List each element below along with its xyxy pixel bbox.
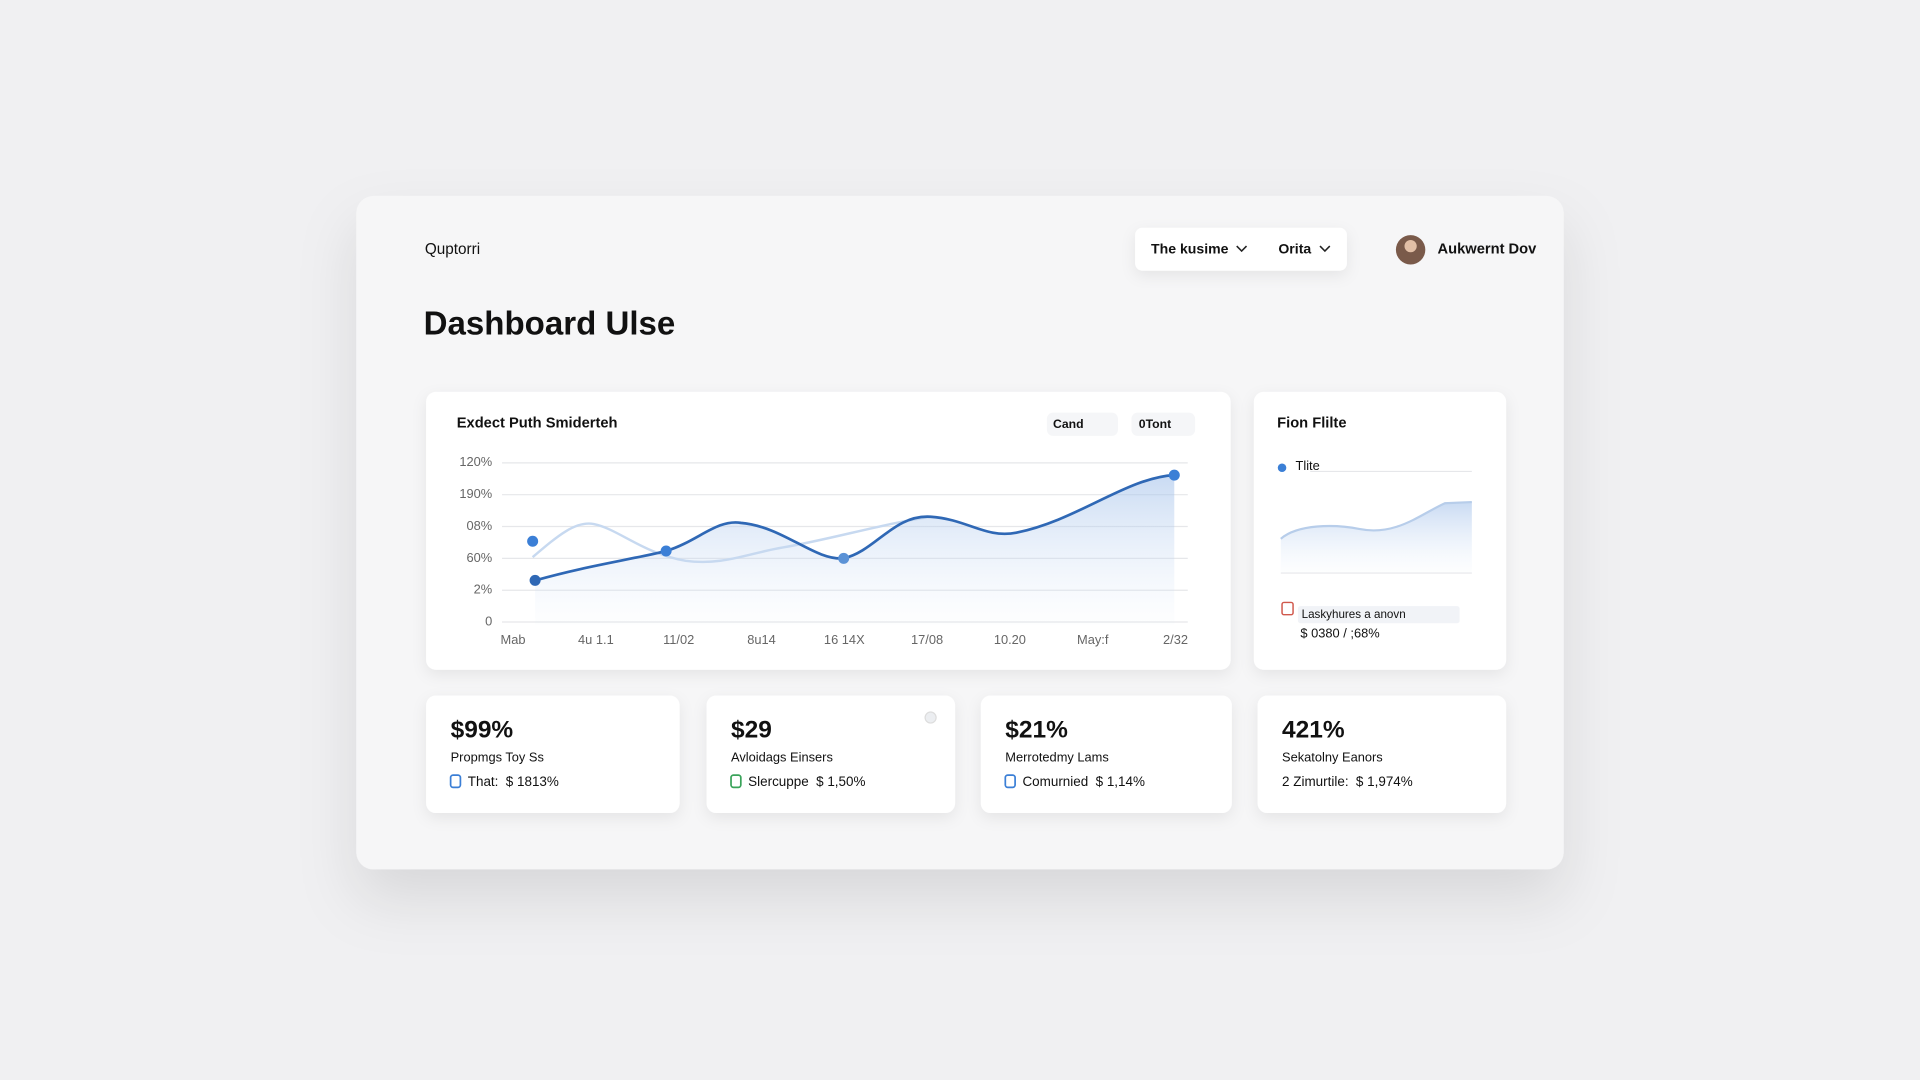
y-tick-label: 0 — [485, 613, 492, 628]
status-dot — [924, 711, 937, 724]
stat-card — [426, 695, 680, 814]
note: Laskyhures a anovn — [1302, 608, 1406, 621]
stat-sub-label: 2 Zimurtile: — [1282, 774, 1349, 789]
filter[interactable]: Orita — [1278, 241, 1311, 257]
stat-change: $ 1,14% — [1096, 774, 1145, 789]
x-tick-label: 8u14 — [747, 632, 776, 647]
stat-icon — [449, 774, 462, 789]
area — [535, 475, 1175, 625]
avatar-face — [1404, 240, 1417, 253]
stat-label: Propmgs Toy Ss — [451, 749, 544, 764]
x-tick-label: 16 14X — [824, 632, 865, 647]
x-tick-label: 2/32 — [1163, 632, 1188, 647]
side-title: Fion Flilte — [1277, 416, 1346, 432]
chip-label[interactable]: Cand — [1053, 417, 1084, 431]
chip[interactable] — [1046, 412, 1118, 436]
y-tick-label: 60% — [467, 550, 493, 565]
stat-change: $ 1813% — [506, 774, 559, 789]
user-name[interactable]: Aukwernt Dov — [1438, 242, 1538, 258]
stat-sub-label: Comurnied — [1022, 774, 1088, 789]
y-tick-label: 08% — [467, 518, 493, 533]
y-tick-label: 2% — [474, 582, 493, 597]
legend-label: Tlite — [1296, 458, 1320, 473]
stat-label: Sekatolny Eanors — [1282, 749, 1383, 764]
side-line — [1280, 500, 1472, 540]
x-tick-label: 17/08 — [911, 632, 943, 647]
chip[interactable] — [1131, 412, 1196, 436]
note-icon — [1281, 601, 1294, 616]
stat-icon — [1004, 774, 1016, 789]
chip-label[interactable]: 0Tont — [1139, 417, 1171, 431]
y-tick-label: 190% — [459, 486, 492, 501]
note-highlight — [1297, 606, 1460, 624]
point — [527, 535, 539, 547]
stat-label: Merrotedmy Lams — [1005, 749, 1109, 764]
brand: Quptorri — [425, 241, 480, 258]
filter[interactable]: The kusime — [1151, 241, 1229, 257]
stat-sub-label: That: — [468, 774, 499, 789]
x-tick-label: 11/02 — [663, 632, 694, 647]
point — [529, 574, 541, 586]
stat-value: $99% — [451, 716, 514, 743]
stat-card — [1257, 695, 1507, 814]
x-tick-label: 10.20 — [994, 632, 1026, 647]
x-tick-label: Mab — [501, 632, 526, 647]
stat-value: $21% — [1005, 716, 1068, 743]
stat-change: $ 1,974% — [1356, 774, 1413, 789]
point — [838, 552, 850, 564]
point — [660, 545, 672, 557]
legend-dot — [1277, 463, 1287, 473]
stat-value: $29 — [731, 716, 772, 743]
stat-change: $ 1,50% — [816, 774, 865, 789]
stat-card — [980, 695, 1232, 814]
stat-icon — [730, 774, 742, 789]
chart-title: Exdect Puth Smiderteh — [457, 416, 618, 432]
chevron — [1236, 245, 1248, 253]
note-value: $ 0380 / ;68% — [1300, 626, 1379, 641]
stat-sub-label: Slercuppe — [748, 774, 809, 789]
y-tick-label: 120% — [459, 454, 492, 469]
x-tick-label: 4u 1.1 — [578, 632, 614, 647]
stat-card — [706, 695, 956, 814]
point — [1168, 469, 1180, 481]
x-tick-label: May:f — [1077, 632, 1109, 647]
chevron — [1319, 245, 1331, 253]
stat-label: Avloidags Einsers — [731, 749, 833, 764]
filter-bar[interactable] — [1135, 227, 1347, 271]
line-secondary — [531, 515, 931, 564]
stat-value: 421% — [1282, 716, 1345, 743]
page-title: Dashboard Ulse — [424, 305, 676, 342]
side-area — [1280, 502, 1472, 574]
